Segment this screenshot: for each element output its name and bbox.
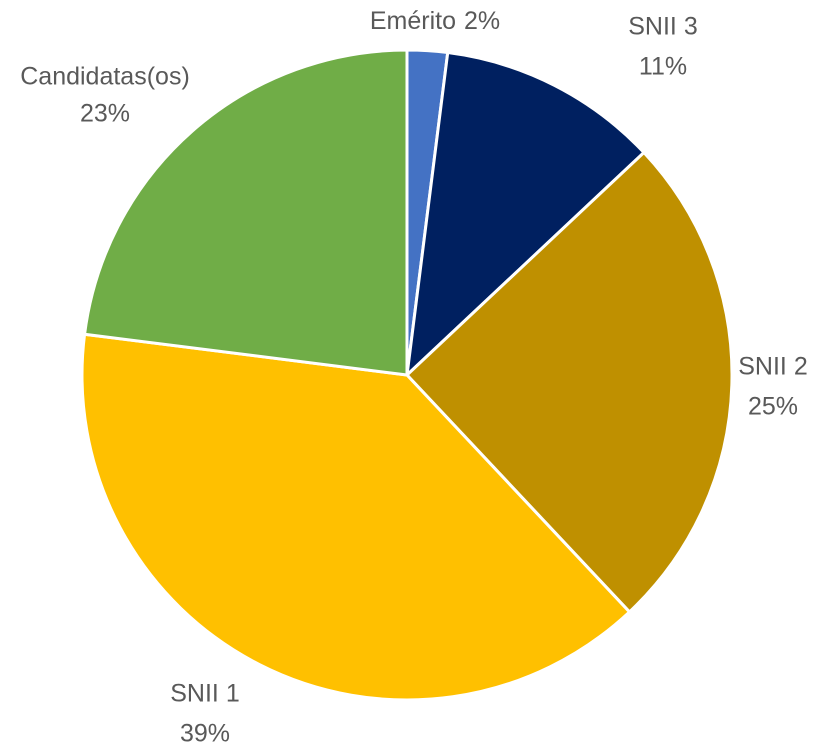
slice-name: Emérito xyxy=(370,7,456,35)
slice-value: 25% xyxy=(748,393,798,421)
slice-name: SNII 2 xyxy=(738,353,807,381)
pie-slice xyxy=(404,50,647,379)
slice-name: SNII 3 xyxy=(628,13,697,41)
slice-label: Emérito 2% xyxy=(370,7,500,35)
slice-value: 23% xyxy=(80,100,130,128)
slice-name: Candidatas(os) xyxy=(20,63,190,91)
slice-name: SNII 1 xyxy=(170,680,239,708)
slice-value: 39% xyxy=(180,720,230,748)
pie-slice xyxy=(404,150,734,615)
pie-slice xyxy=(80,332,632,702)
pie-slice xyxy=(82,48,409,377)
slice-value: 11% xyxy=(639,53,687,81)
slice-value: 2% xyxy=(464,7,500,35)
